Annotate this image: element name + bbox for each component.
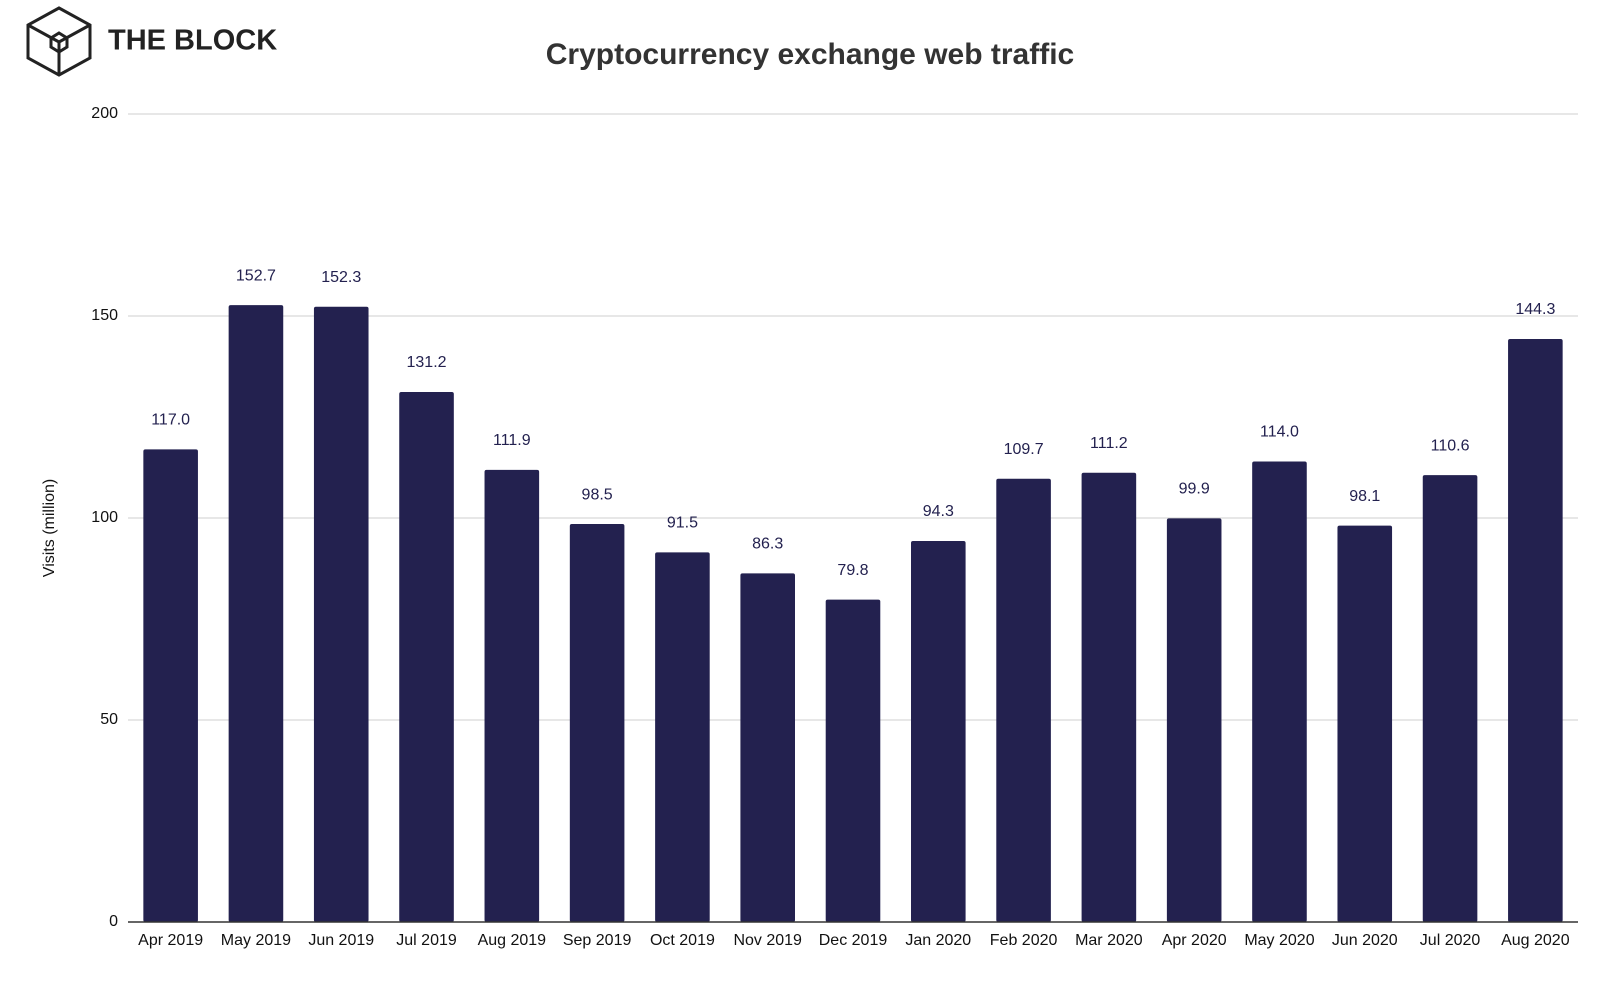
value-label: 131.2 [407,354,447,371]
value-label: 79.8 [837,562,868,579]
y-tick-label: 200 [91,105,118,122]
bar [825,599,881,922]
bar [1081,472,1137,922]
x-tick-label: Nov 2019 [733,932,802,949]
value-label: 110.6 [1431,437,1470,454]
value-label: 117.0 [151,412,190,429]
bar [996,478,1051,922]
y-tick-label: 100 [91,509,118,526]
bar [1422,475,1478,922]
y-tick-label: 150 [91,307,118,324]
bar [911,541,966,922]
value-label: 144.3 [1515,301,1555,318]
bar [399,391,454,922]
value-label: 91.5 [667,515,698,532]
x-tick-label: Jan 2020 [905,932,971,949]
x-tick-label: Jun 2019 [308,932,374,949]
x-tick-label: Aug 2020 [1501,932,1570,949]
value-label: 99.9 [1179,481,1210,498]
bar [655,552,710,922]
bar [143,449,198,922]
y-tick-label: 0 [109,913,118,930]
x-tick-label: May 2019 [221,932,291,949]
y-tick-label: 50 [100,711,118,728]
bar [228,305,284,922]
x-tick-label: Sep 2019 [563,932,632,949]
x-tick-label: May 2020 [1244,932,1314,949]
value-label: 111.2 [1090,435,1128,452]
value-label: 114.0 [1260,424,1299,441]
value-label: 94.3 [923,503,954,520]
x-tick-label: Oct 2019 [650,932,715,949]
bar [740,573,795,922]
value-label: 86.3 [752,536,783,553]
value-label: 98.1 [1349,488,1380,505]
x-tick-label: Mar 2020 [1075,932,1143,949]
chart-title: Cryptocurrency exchange web traffic [546,38,1075,71]
x-tick-label: Dec 2019 [819,932,888,949]
x-tick-label: Jul 2020 [1420,932,1481,949]
value-label: 111.9 [493,432,531,449]
bar [1166,518,1222,922]
bar [569,524,625,922]
logo-icon [26,6,92,77]
x-tick-label: Jul 2019 [396,932,457,949]
x-tick-label: Jun 2020 [1332,932,1398,949]
value-label: 109.7 [1004,441,1044,458]
bar [313,306,369,922]
x-tick-label: Apr 2020 [1162,932,1227,949]
x-tick-label: Apr 2019 [138,932,203,949]
y-axis-label: Visits (million) [41,479,58,577]
bar [1337,525,1393,922]
value-label: 152.7 [236,267,276,284]
bar [1508,339,1563,922]
value-label: 152.3 [321,269,361,286]
bar [1252,461,1307,922]
value-label: 98.5 [582,486,613,503]
logo-text: THE BLOCK [108,25,277,57]
bar [484,469,540,922]
x-tick-label: Aug 2019 [478,932,547,949]
x-tick-label: Feb 2020 [990,932,1058,949]
